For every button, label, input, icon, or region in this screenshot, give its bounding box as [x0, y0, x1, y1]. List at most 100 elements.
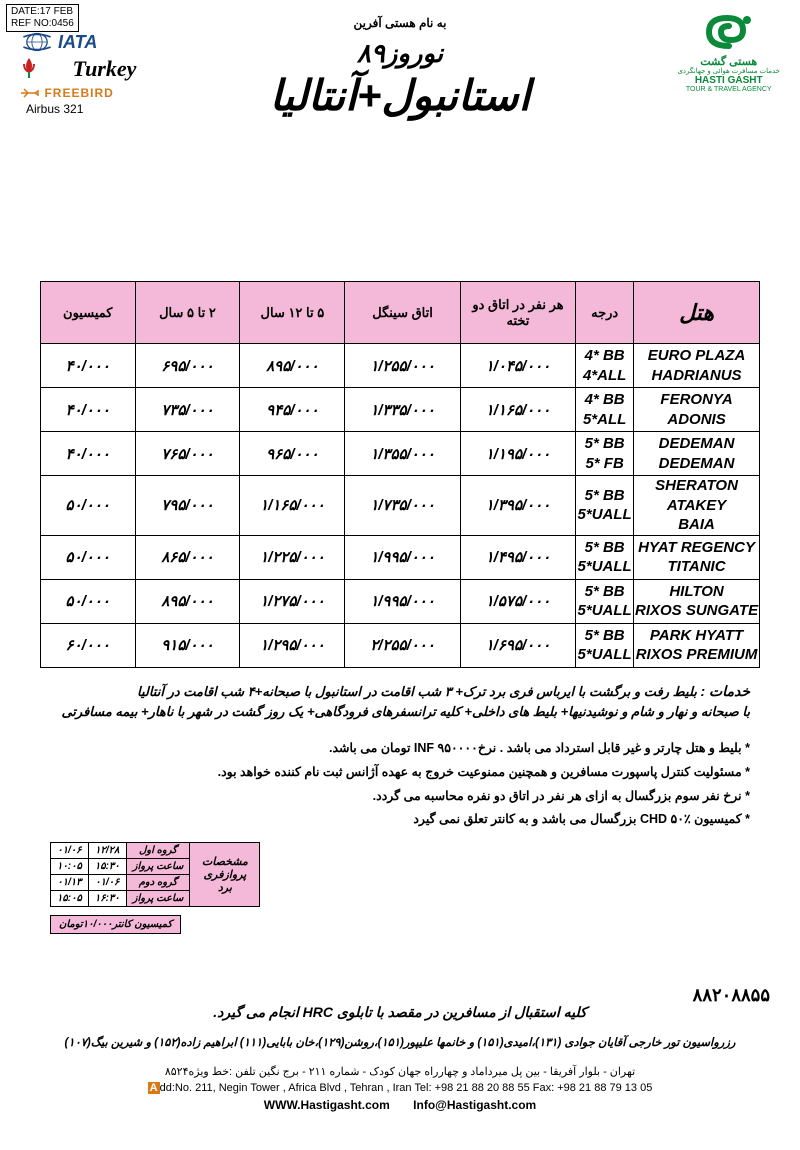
table-cell: ۱/۲۵۵/۰۰۰	[345, 344, 460, 388]
counter-commission: کمیسیون کانتر۱۰/۰۰۰تومان	[50, 915, 181, 934]
email: Info@Hastigasht.com	[413, 1098, 536, 1112]
flight-ft1: ساعت پرواز	[126, 859, 190, 875]
reception-note: کلیه استقبال از مسافرین در مقصد با تابلو…	[20, 1004, 780, 1021]
table-cell: ۱/۰۴۵/۰۰۰	[460, 344, 575, 388]
table-cell: ۶۹۵/۰۰۰	[135, 344, 240, 388]
table-cell: PARK HYATTRIXOS PREMIUM	[634, 623, 760, 667]
table-cell: ۹۱۵/۰۰۰	[135, 623, 240, 667]
addr-en-text: dd:No. 211, Negin Tower , Africa Blvd , …	[160, 1082, 653, 1094]
bullet-item: * نرخ نفر سوم بزرگسال به ازای هر نفر در …	[50, 785, 750, 809]
web-row: WWW.Hastigasht.com Info@Hastigasht.com	[20, 1098, 780, 1112]
table-cell: ۱/۳۳۵/۰۰۰	[345, 388, 460, 432]
flight-g2: گروه دوم	[126, 875, 190, 891]
table-cell: ۲/۲۵۵/۰۰۰	[345, 623, 460, 667]
table-cell: ۱/۱۶۵/۰۰۰	[460, 388, 575, 432]
table-cell: ۷۹۵/۰۰۰	[135, 476, 240, 536]
table-cell: 4* BB5*ALL	[576, 388, 634, 432]
table-cell: ۱/۳۹۵/۰۰۰	[460, 476, 575, 536]
table-cell: HYAT REGENCYTITANIC	[634, 535, 760, 579]
table-cell: ۴۰/۰۰۰	[41, 432, 136, 476]
table-cell: ۱/۱۹۵/۰۰۰	[460, 432, 575, 476]
services-line1: بلیط رفت و برگشت با ایرباس فری برد ترک+ …	[137, 684, 697, 699]
th-512: ۵ تا ۱۲ سال	[240, 282, 345, 344]
table-row: HYAT REGENCYTITANIC5* BB5*UALL۱/۴۹۵/۰۰۰۱…	[41, 535, 760, 579]
table-cell: SHERATON ATAKEYBAIA	[634, 476, 760, 536]
table-cell: ۱/۳۵۵/۰۰۰	[345, 432, 460, 476]
flight-ft2t2: ۱۵:۰۵	[51, 891, 89, 907]
th-grade: درجه	[576, 282, 634, 344]
flight-table-wrap: مشخصات پروازفری برد گروه اول ۱۲/۲۸ ۰۱/۰۶…	[50, 842, 780, 907]
table-row: EURO PLAZAHADRIANUS4* BB4*ALL۱/۰۴۵/۰۰۰۱/…	[41, 344, 760, 388]
table-cell: ۱/۶۹۵/۰۰۰	[460, 623, 575, 667]
table-cell: 5* BB5* FB	[576, 432, 634, 476]
flight-ft1t1: ۱۵:۳۰	[88, 859, 126, 875]
services-line2: با صبحانه و نهار و شام و نوشیدنیها+ بلیط…	[61, 704, 750, 719]
flight-g1: گروه اول	[126, 843, 190, 859]
a-badge: A	[148, 1082, 160, 1094]
address-fa: تهران - بلوار آفریقا - بین پل میرداماد و…	[20, 1065, 780, 1078]
bullets-block: * بلیط و هتل چارتر و غیر قابل استرداد می…	[50, 737, 750, 832]
table-cell: ۴۰/۰۰۰	[41, 344, 136, 388]
table-cell: ۵۰/۰۰۰	[41, 579, 136, 623]
table-cell: ۷۶۵/۰۰۰	[135, 432, 240, 476]
table-cell: ۸۹۵/۰۰۰	[240, 344, 345, 388]
table-cell: 5* BB5*UALL	[576, 579, 634, 623]
bullet-item: * بلیط و هتل چارتر و غیر قابل استرداد می…	[50, 737, 750, 761]
reservation-note: رزرواسیون تور خارجی آقایان جوادی (۱۳۱)،ا…	[20, 1035, 780, 1049]
table-cell: ۱/۹۹۵/۰۰۰	[345, 579, 460, 623]
table-cell: ۸۹۵/۰۰۰	[135, 579, 240, 623]
table-cell: ۹۶۵/۰۰۰	[240, 432, 345, 476]
center-head: به نام هستی آفرین نوروز۸۹ استانبول+آنتال…	[0, 16, 800, 120]
nowruz-title: نوروز۸۹	[0, 38, 800, 69]
th-hotel: هتل	[634, 282, 760, 344]
flight-g2d1: ۰۱/۰۶	[88, 875, 126, 891]
table-row: PARK HYATTRIXOS PREMIUM5* BB5*UALL۱/۶۹۵/…	[41, 623, 760, 667]
th-dbl: هر نفر در اتاق دو تخته	[460, 282, 575, 344]
flight-ft1t2: ۱۰:۰۵	[51, 859, 89, 875]
table-cell: 5* BB5*UALL	[576, 623, 634, 667]
services-label: خدمات :	[701, 683, 751, 699]
table-cell: ۱/۵۷۵/۰۰۰	[460, 579, 575, 623]
table-row: HILTONRIXOS SUNGATE5* BB5*UALL۱/۵۷۵/۰۰۰۱…	[41, 579, 760, 623]
flight-g2d2: ۰۱/۱۳	[51, 875, 89, 891]
table-cell: ۱/۲۹۵/۰۰۰	[240, 623, 345, 667]
table-cell: ۵۰/۰۰۰	[41, 535, 136, 579]
table-cell: ۶۰/۰۰۰	[41, 623, 136, 667]
address-en: Add:No. 211, Negin Tower , Africa Blvd ,…	[20, 1082, 780, 1094]
table-cell: 4* BB4*ALL	[576, 344, 634, 388]
table-cell: DEDEMANDEDEMAN	[634, 432, 760, 476]
website: WWW.Hastigasht.com	[264, 1098, 390, 1112]
phone-large: ۸۸۲۰۸۸۵۵	[693, 985, 770, 1006]
th-com: کمیسیون	[41, 282, 136, 344]
table-cell: ۱/۷۳۵/۰۰۰	[345, 476, 460, 536]
table-cell: HILTONRIXOS SUNGATE	[634, 579, 760, 623]
flight-side-label: مشخصات پروازفری برد	[190, 843, 260, 907]
table-row: SHERATON ATAKEYBAIA5* BB5*UALL۱/۳۹۵/۰۰۰۱…	[41, 476, 760, 536]
table-cell: ۹۴۵/۰۰۰	[240, 388, 345, 432]
table-cell: FERONYAADONIS	[634, 388, 760, 432]
table-row: FERONYAADONIS4* BB5*ALL۱/۱۶۵/۰۰۰۱/۳۳۵/۰۰…	[41, 388, 760, 432]
table-row: DEDEMANDEDEMAN5* BB5* FB۱/۱۹۵/۰۰۰۱/۳۵۵/۰…	[41, 432, 760, 476]
flight-g1d1: ۱۲/۲۸	[88, 843, 126, 859]
table-cell: ۱/۹۹۵/۰۰۰	[345, 535, 460, 579]
table-cell: ۱/۲۲۵/۰۰۰	[240, 535, 345, 579]
flight-table: مشخصات پروازفری برد گروه اول ۱۲/۲۸ ۰۱/۰۶…	[50, 842, 260, 907]
bullet-item: * کمیسیون CHD ۵۰٪ بزرگسال می باشد و به ک…	[50, 808, 750, 832]
table-cell: ۱/۱۶۵/۰۰۰	[240, 476, 345, 536]
table-cell: ۵۰/۰۰۰	[41, 476, 136, 536]
bullet-item: * مسئولیت کنترل پاسپورت مسافرین و همچنین…	[50, 761, 750, 785]
table-header-row: هتل درجه هر نفر در اتاق دو تخته اتاق سین…	[41, 282, 760, 344]
table-cell: ۸۶۵/۰۰۰	[135, 535, 240, 579]
flight-ft2: ساعت پرواز	[126, 891, 190, 907]
th-25: ۲ تا ۵ سال	[135, 282, 240, 344]
services-block: خدمات : بلیط رفت و برگشت با ایرباس فری ب…	[50, 680, 750, 724]
bismillah: به نام هستی آفرین	[0, 16, 800, 30]
table-cell: ۱/۲۷۵/۰۰۰	[240, 579, 345, 623]
table-cell: EURO PLAZAHADRIANUS	[634, 344, 760, 388]
table-cell: ۴۰/۰۰۰	[41, 388, 136, 432]
destination-title: استانبول+آنتالیا	[0, 71, 800, 120]
th-sgl: اتاق سینگل	[345, 282, 460, 344]
price-table: هتل درجه هر نفر در اتاق دو تخته اتاق سین…	[40, 281, 760, 668]
table-cell: ۱/۴۹۵/۰۰۰	[460, 535, 575, 579]
table-cell: ۷۳۵/۰۰۰	[135, 388, 240, 432]
